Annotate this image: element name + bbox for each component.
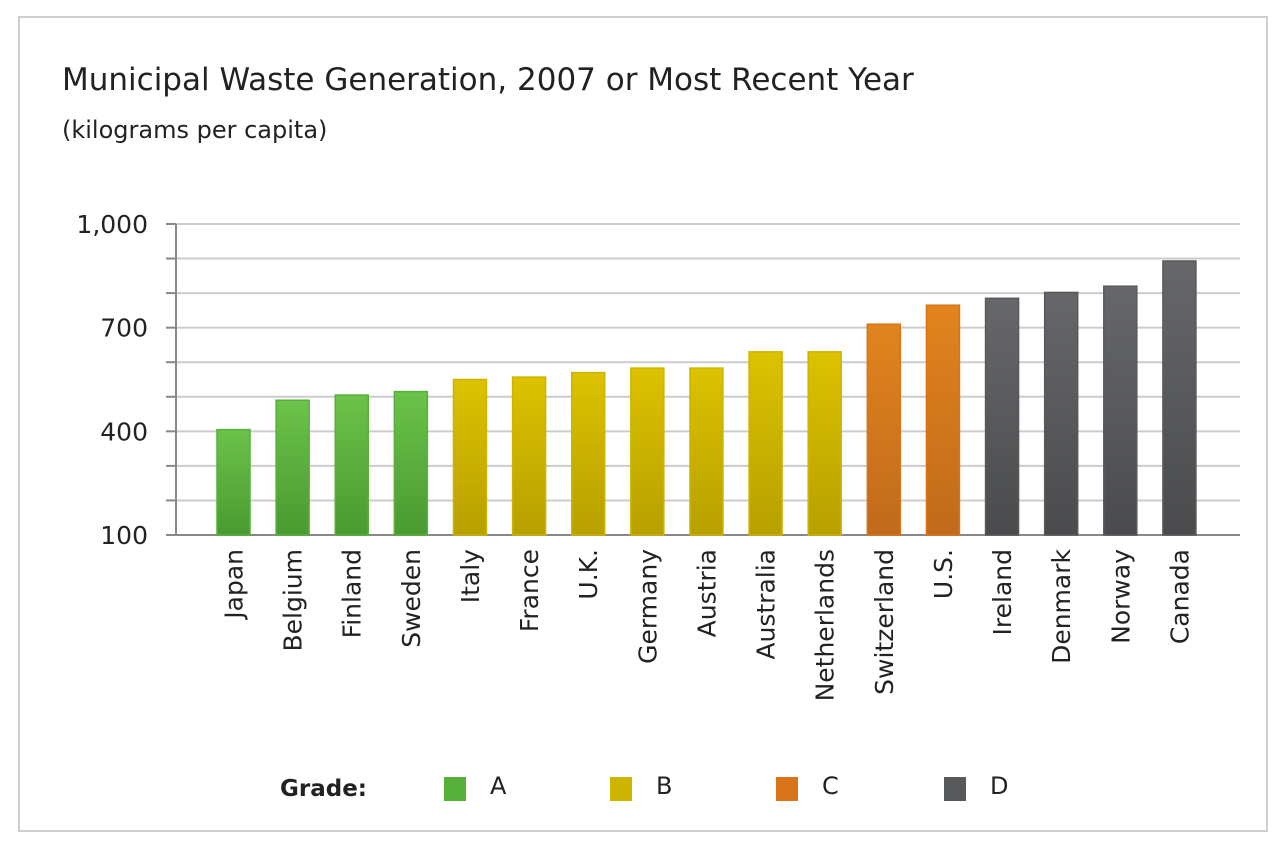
legend-title: Grade: [280,776,368,802]
x-tick-label: Belgium [279,549,308,652]
legend-swatch-b [610,777,632,801]
bar-u-s [925,304,961,536]
x-tick-label: Australia [752,549,781,660]
x-tick-label: Italy [456,549,485,603]
legend-label-b: B [656,772,673,800]
x-tick-label: France [515,549,544,632]
y-tick-label: 400 [100,417,148,446]
x-tick-label: U.S. [929,549,958,599]
legend-label-d: D [990,772,1009,800]
bar-australia [748,351,783,536]
bar-denmark [1043,291,1079,536]
x-tick-label: Netherlands [811,549,840,701]
bar-belgium [275,399,310,536]
bar-japan [216,428,251,536]
y-tick-label: 700 [100,314,148,343]
x-tick-label: Japan [220,549,249,621]
x-tick-label: U.K. [574,549,603,600]
bar-norway [1103,285,1138,536]
y-tick-label: 1,000 [76,210,148,239]
legend-label-a: A [490,772,507,800]
bar-finland [334,394,369,536]
chart-subtitle: (kilograms per capita) [62,116,328,144]
bar-netherlands [807,351,842,536]
x-tick-label: Germany [633,549,662,664]
legend-swatch-a [444,777,466,801]
x-tick-label: Sweden [397,549,426,648]
x-tick-label: Austria [692,549,721,637]
legend-swatch-d [944,777,966,801]
legend-label-c: C [822,772,839,800]
x-tick-label: Canada [1165,549,1194,644]
x-tick-label: Finland [338,549,367,638]
bar-germany [630,367,665,536]
bar-ireland [984,297,1020,536]
bar-canada [1162,260,1197,536]
x-tick-label: Denmark [1047,548,1076,663]
bar-u-k [570,371,606,536]
bar-austria [689,367,724,536]
bar-sweden [393,390,429,536]
bar-france [511,376,547,536]
x-tick-label: Ireland [988,549,1017,635]
x-tick-label: Switzerland [870,549,899,695]
y-tick-label: 100 [100,521,148,550]
legend-swatch-c [776,777,798,801]
x-tick-label: Norway [1106,549,1135,644]
chart-title: Municipal Waste Generation, 2007 or Most… [62,62,914,98]
bar-switzerland [866,323,902,536]
bar-italy [452,378,488,536]
